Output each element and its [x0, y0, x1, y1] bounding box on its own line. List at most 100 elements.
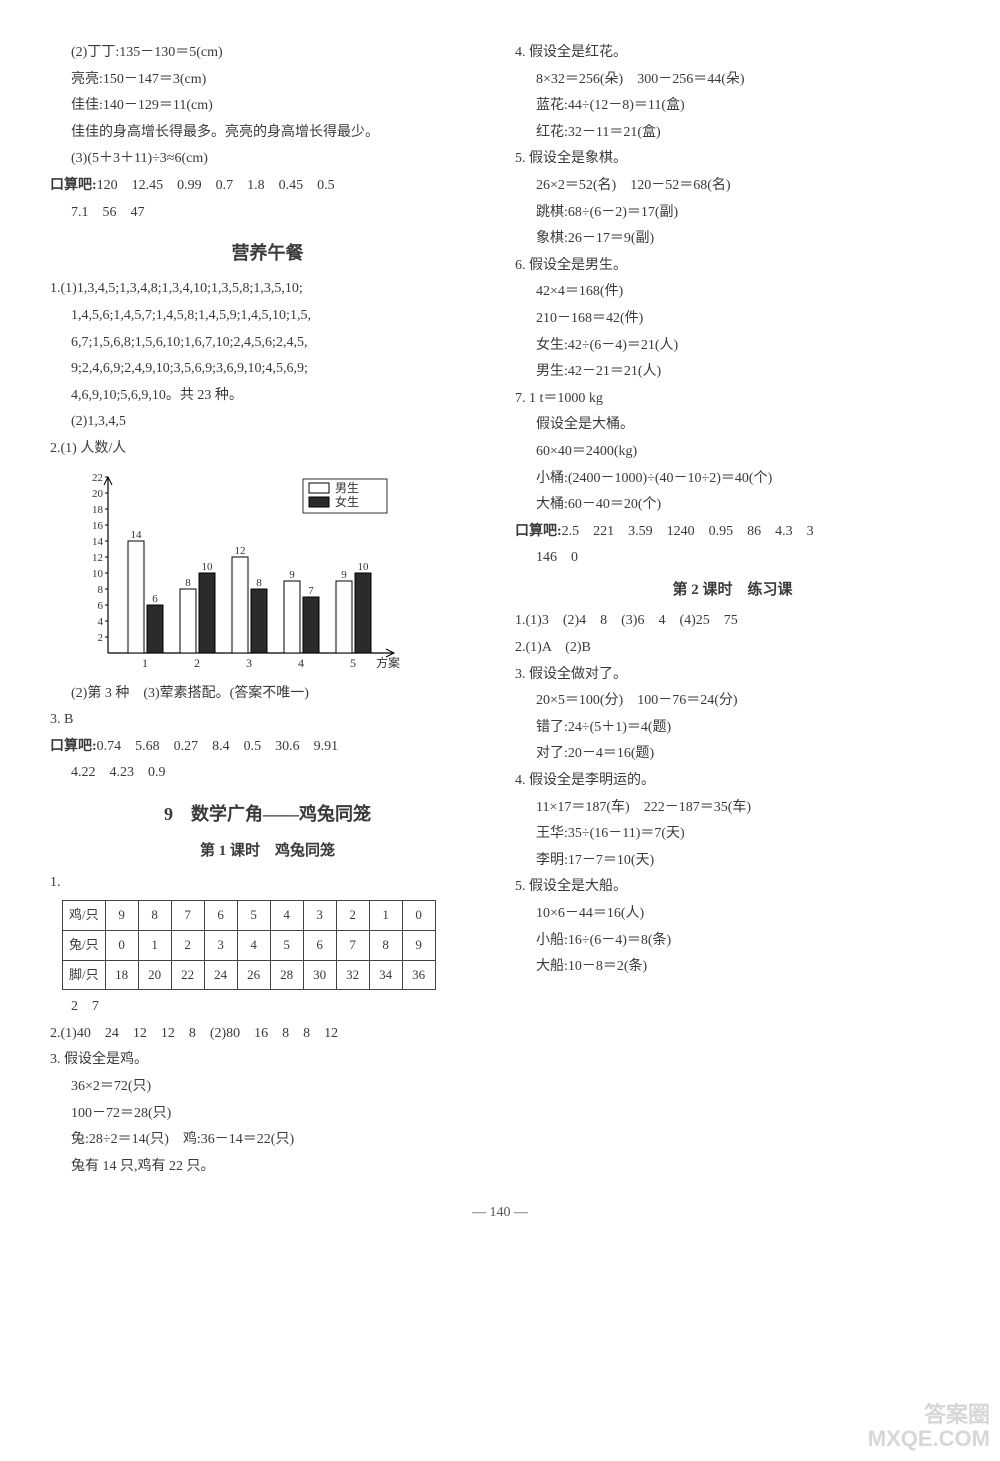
svg-text:12: 12 [92, 552, 103, 564]
svg-text:方案: 方案 [376, 655, 400, 670]
text-line: 跳棋:68÷(6－2)＝17(副) [515, 200, 950, 227]
text-line: 5. 假设全是大船。 [515, 874, 950, 901]
svg-text:9: 9 [341, 569, 347, 581]
svg-text:18: 18 [92, 504, 104, 516]
text-line: 李明:17－7＝10(天) [515, 848, 950, 875]
svg-text:10: 10 [92, 568, 104, 580]
text-line: 兔有 14 只,鸡有 22 只。 [50, 1154, 485, 1181]
values: 0.74 5.68 0.27 8.4 0.5 30.6 9.91 [97, 739, 339, 754]
svg-text:3: 3 [246, 656, 252, 670]
table-cell: 6 [204, 901, 237, 931]
svg-text:8: 8 [185, 577, 191, 589]
table-cell: 6 [303, 930, 336, 960]
svg-text:5: 5 [350, 656, 356, 670]
table-cell: 1 [138, 930, 171, 960]
label: 口算吧: [515, 524, 562, 539]
table-cell: 4 [270, 901, 303, 931]
svg-text:6: 6 [98, 600, 104, 612]
text-line: 错了:24÷(5＋1)＝4(题) [515, 715, 950, 742]
section-subheading: 第 1 课时 鸡兔同笼 [50, 837, 485, 866]
svg-text:10: 10 [358, 561, 370, 573]
section-subheading: 第 2 课时 练习课 [515, 576, 950, 605]
svg-text:6: 6 [152, 593, 158, 605]
svg-text:7: 7 [308, 585, 314, 597]
mental-math-line: 口算吧:120 12.45 0.99 0.7 1.8 0.45 0.5 [50, 173, 485, 200]
left-column: (2)丁丁:135－130＝5(cm) 亮亮:150－147＝3(cm) 佳佳:… [50, 40, 485, 1180]
text-line: 对了:20－4＝16(题) [515, 741, 950, 768]
table-cell: 32 [336, 960, 369, 990]
table-cell: 28 [270, 960, 303, 990]
text-line: 4. 假设全是红花。 [515, 40, 950, 67]
page-number: — 140 — [50, 1200, 950, 1227]
chicken-rabbit-table: 鸡/只9876543210兔/只0123456789脚/只18202224262… [62, 900, 436, 990]
text-line: 1,4,5,6;1,4,5,7;1,4,5,8;1,4,5,9;1,4,5,10… [50, 303, 485, 330]
text-line: 小桶:(2400－1000)÷(40－10÷2)＝40(个) [515, 466, 950, 493]
svg-text:14: 14 [131, 529, 143, 541]
table-cell: 5 [270, 930, 303, 960]
table-cell: 8 [138, 901, 171, 931]
table-cell: 7 [171, 901, 204, 931]
svg-text:16: 16 [92, 520, 104, 532]
text-line: 大桶:60－40＝20(个) [515, 492, 950, 519]
text-line: 4,6,9,10;5,6,9,10。共 23 种。 [50, 383, 485, 410]
watermark: 答案圈 MXQE.COM [868, 1403, 990, 1451]
chart-label: 2.(1) 人数/人 [50, 436, 485, 463]
text-line: 女生:42÷(6－4)＝21(人) [515, 333, 950, 360]
table-cell: 8 [369, 930, 402, 960]
table-cell: 30 [303, 960, 336, 990]
table-cell: 5 [237, 901, 270, 931]
svg-text:9: 9 [289, 569, 295, 581]
text-line: 36×2＝72(只) [50, 1074, 485, 1101]
text-line: 象棋:26－17＝9(副) [515, 226, 950, 253]
svg-text:12: 12 [235, 545, 246, 557]
text-line: 4. 假设全是李明运的。 [515, 768, 950, 795]
text-line: 2.(1)40 24 12 12 8 (2)80 16 8 8 12 [50, 1021, 485, 1048]
table-cell: 34 [369, 960, 402, 990]
bar-chart-svg: 2468101214161820221461810212839749105方案男… [74, 467, 404, 677]
text-line: 210－168＝42(件) [515, 306, 950, 333]
text-line: 亮亮:150－147＝3(cm) [50, 67, 485, 94]
table-cell: 0 [105, 930, 138, 960]
text-line: 6,7;1,5,6,8;1,5,6,10;1,6,7,10;2,4,5,6;2,… [50, 330, 485, 357]
svg-text:4: 4 [98, 616, 104, 628]
table-cell: 0 [402, 901, 435, 931]
values: 120 12.45 0.99 0.7 1.8 0.45 0.5 [97, 178, 335, 193]
table-cell: 4 [237, 930, 270, 960]
section-heading: 9 数学广角——鸡兔同笼 [50, 797, 485, 831]
watermark-line: 答案圈 [868, 1403, 990, 1427]
table-cell: 鸡/只 [63, 901, 106, 931]
text-line: 小船:16÷(6－4)＝8(条) [515, 928, 950, 955]
text-line: (2)丁丁:135－130＝5(cm) [50, 40, 485, 67]
text-line: 20×5＝100(分) 100－76＝24(分) [515, 688, 950, 715]
table-cell: 3 [204, 930, 237, 960]
table-cell: 7 [336, 930, 369, 960]
two-column-layout: (2)丁丁:135－130＝5(cm) 亮亮:150－147＝3(cm) 佳佳:… [50, 40, 950, 1180]
text-line: 60×40＝2400(kg) [515, 439, 950, 466]
text-line: 2.(1)A (2)B [515, 635, 950, 662]
text-line: 42×4＝168(件) [515, 279, 950, 306]
text-line: 假设全是大桶。 [515, 412, 950, 439]
label: 口算吧: [50, 739, 97, 754]
svg-text:20: 20 [92, 488, 104, 500]
label: 口算吧: [50, 178, 97, 193]
watermark-line: MXQE.COM [868, 1427, 990, 1451]
table-cell: 9 [105, 901, 138, 931]
text-line: 9;2,4,6,9;2,4,9,10;3,5,6,9;3,6,9,10;4,5,… [50, 356, 485, 383]
text-line: (2)1,3,4,5 [50, 409, 485, 436]
text-line: 3. 假设全做对了。 [515, 662, 950, 689]
table-cell: 22 [171, 960, 204, 990]
table-cell: 兔/只 [63, 930, 106, 960]
text-line: 8×32＝256(朵) 300－256＝44(朵) [515, 67, 950, 94]
bar-chart: 2468101214161820221461810212839749105方案男… [74, 467, 485, 677]
svg-text:8: 8 [256, 577, 262, 589]
svg-text:2: 2 [194, 656, 200, 670]
text-line: 7.1 56 47 [50, 200, 485, 227]
svg-text:22: 22 [92, 472, 103, 484]
table-cell: 2 [336, 901, 369, 931]
table-cell: 3 [303, 901, 336, 931]
text-line: 兔:28÷2＝14(只) 鸡:36－14＝22(只) [50, 1127, 485, 1154]
text-line: 大船:10－8＝2(条) [515, 954, 950, 981]
text-line: 红花:32－11＝21(盒) [515, 120, 950, 147]
table-cell: 脚/只 [63, 960, 106, 990]
text-line: 佳佳:140－129＝11(cm) [50, 93, 485, 120]
